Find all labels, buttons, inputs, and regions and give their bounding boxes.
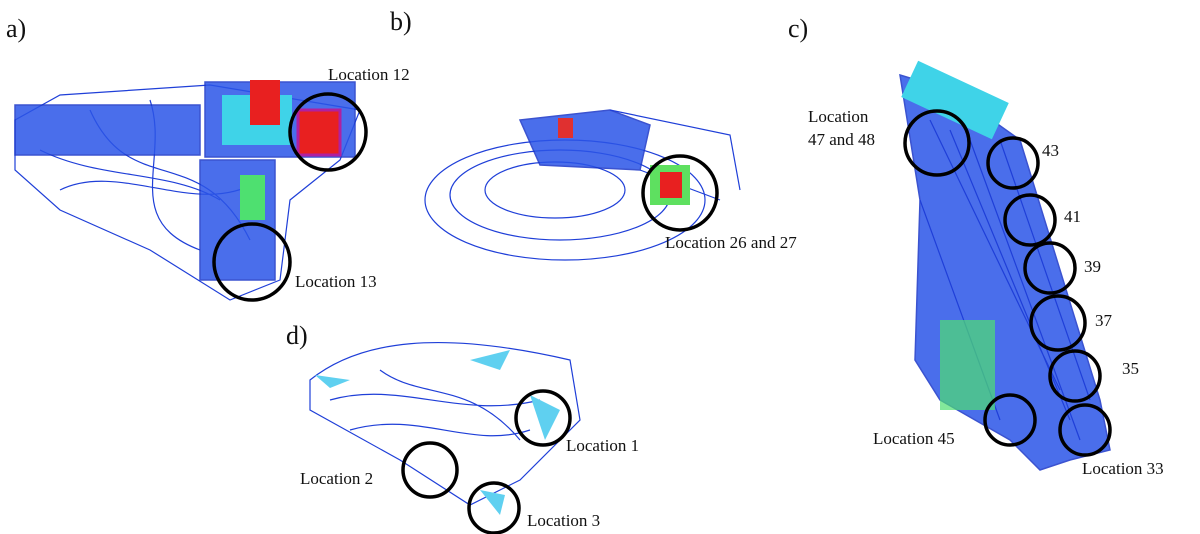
panel-label: b) [390,7,412,36]
location-label: 41 [1064,207,1081,226]
figure: a) Location 12 Location 13 b) Location 2… [0,0,1200,534]
panel-label: a) [6,14,26,43]
location-label: 39 [1084,257,1101,276]
panel-a-model [15,80,360,300]
mesh-lines [330,370,540,440]
location-circle [469,483,519,533]
panel-label: c) [788,14,808,43]
panel-label: d) [286,321,308,350]
mesh-band [520,110,650,170]
location-label: Location 12 [328,65,410,84]
location-label: Location 26 and 27 [665,233,797,252]
panel-d-model [310,343,580,515]
location-label: 37 [1095,311,1113,330]
location-label: Location 33 [1082,459,1164,478]
mesh-band [15,105,200,155]
location-label: 43 [1042,141,1059,160]
location-circle [403,443,457,497]
panel-c-model [900,61,1110,470]
hotspot [558,118,573,138]
location-label: Location 45 [873,429,955,448]
hotspot [940,320,995,410]
location-label: 47 and 48 [808,130,875,149]
location-label: Location 3 [527,511,600,530]
location-label: 35 [1122,359,1139,378]
location-label: Location [808,107,869,126]
hotspot [240,175,265,220]
location-label: Location 2 [300,469,373,488]
location-label: Location 13 [295,272,377,291]
hotspot [250,80,280,125]
mesh-outline [900,75,1110,470]
location-label: Location 1 [566,436,639,455]
hotspot [298,110,340,155]
mesh-lines [485,162,625,218]
hotspot [660,172,682,198]
